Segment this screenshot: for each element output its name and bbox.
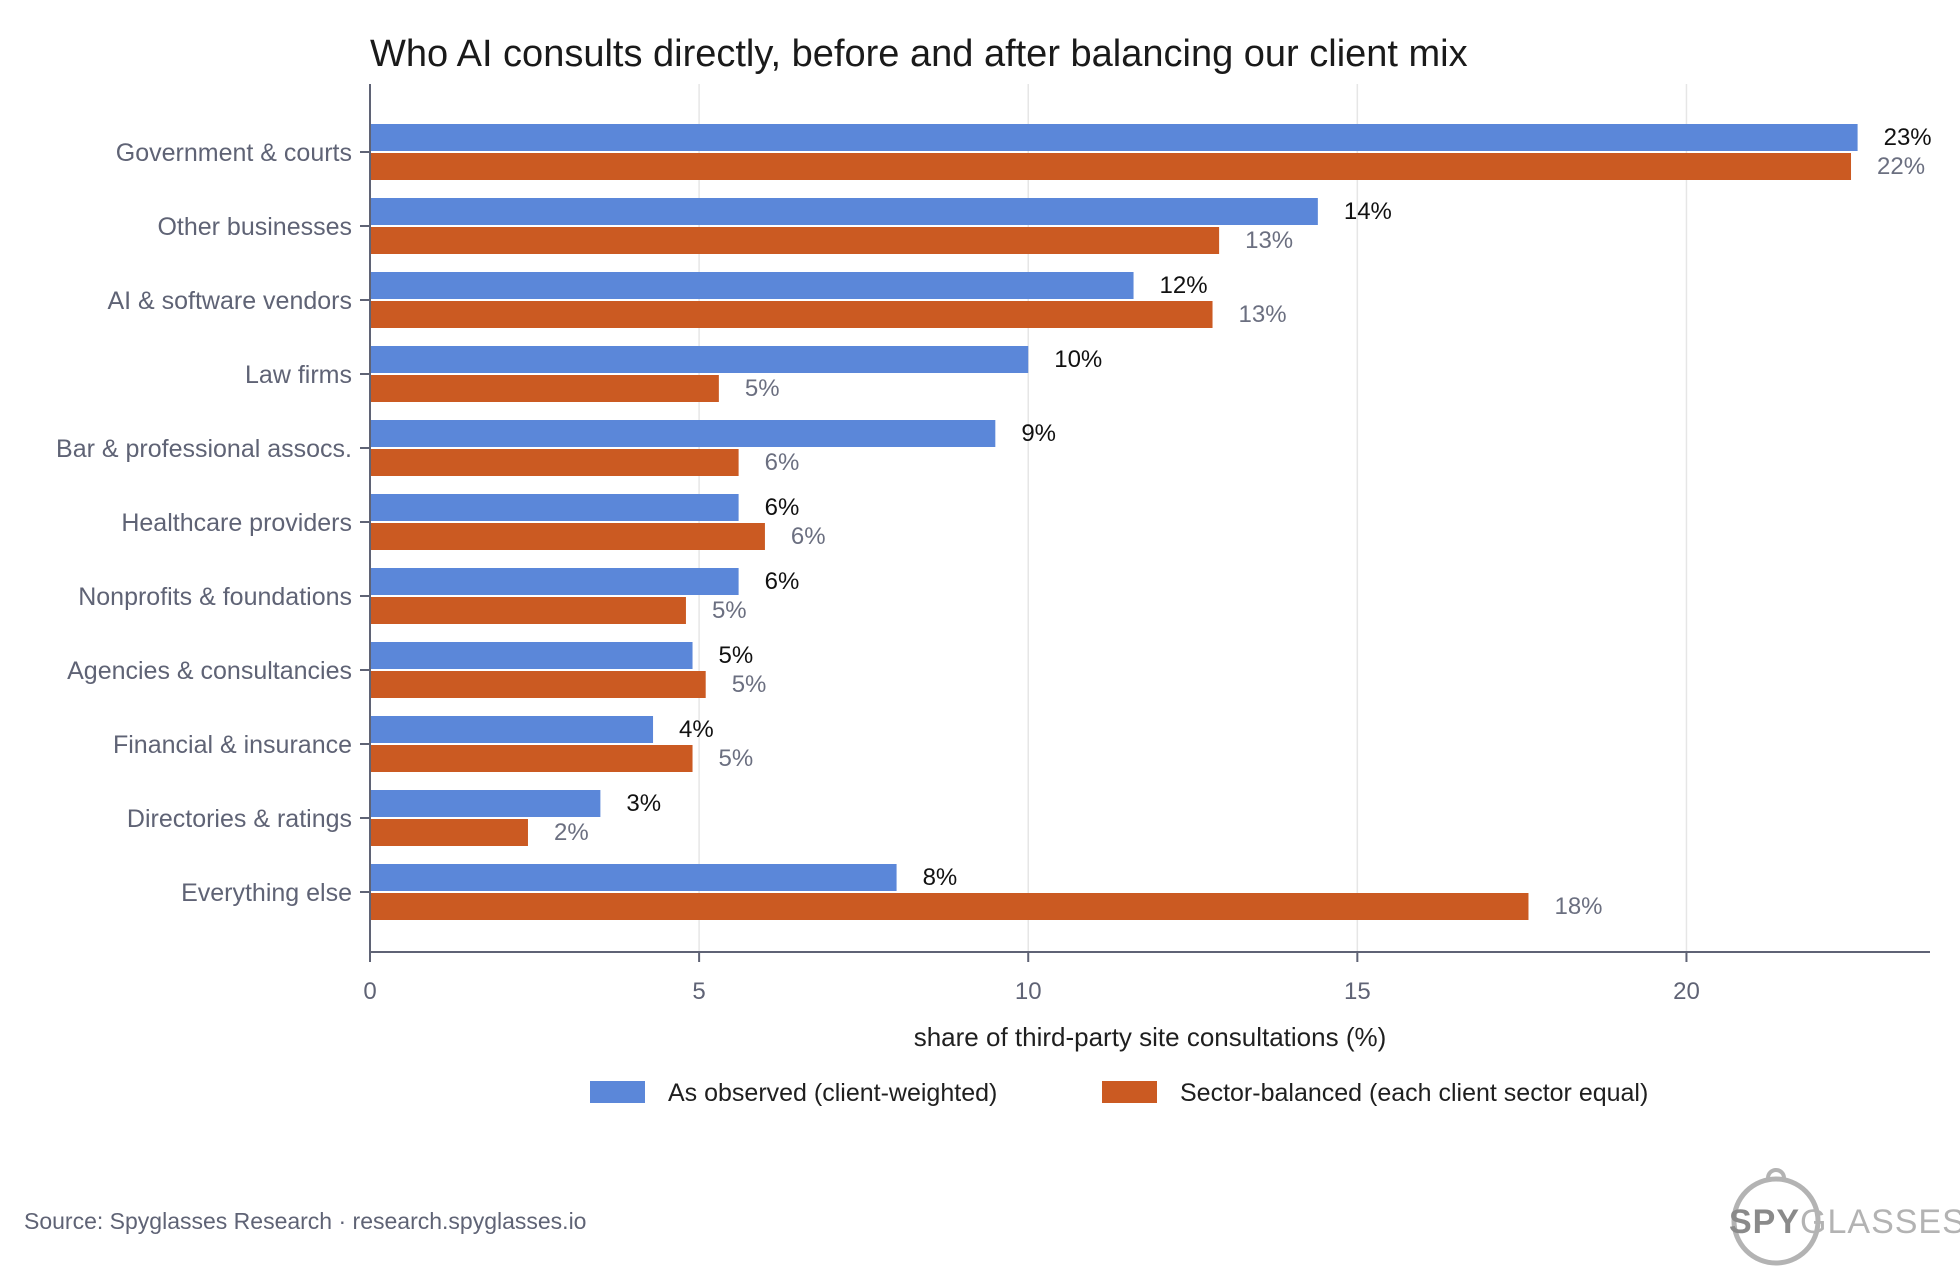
value-label-observed: 10%	[1054, 346, 1102, 373]
bar-balanced	[370, 819, 528, 846]
bar-balanced	[370, 227, 1220, 254]
category-labels: Government & courts Other businesses AI & …	[56, 139, 352, 907]
axes	[360, 84, 1930, 962]
x-tick-label: 20	[1673, 978, 1700, 1005]
category-label: Bar & professional assocs.	[56, 435, 352, 463]
x-axis-label: share of third-party site consultations …	[914, 1022, 1387, 1052]
bar-observed	[370, 346, 1029, 373]
category-label: Healthcare providers	[121, 509, 352, 537]
value-label-balanced: 2%	[554, 819, 589, 846]
value-label-observed: 6%	[765, 494, 800, 521]
value-label-balanced: 5%	[712, 597, 747, 624]
bar-observed	[370, 198, 1318, 225]
value-label-balanced: 5%	[732, 671, 767, 698]
bar-observed	[370, 420, 996, 447]
category-label: Everything else	[181, 879, 352, 907]
value-label-observed: 9%	[1021, 420, 1056, 447]
category-label: AI & software vendors	[107, 287, 352, 315]
category-label: Law firms	[245, 361, 352, 389]
category-label: Other businesses	[157, 213, 352, 241]
bar-balanced	[370, 745, 693, 772]
legend-swatch-balanced	[1102, 1081, 1157, 1103]
logo-arrow-icon	[1766, 1168, 1786, 1179]
value-label-balanced: 22%	[1877, 153, 1925, 180]
category-label: Financial & insurance	[113, 731, 352, 759]
category-label: Government & courts	[116, 139, 352, 167]
x-tick-labels: 0 5 10 15 20	[363, 978, 1699, 1005]
bar-observed	[370, 642, 693, 669]
value-label-balanced: 13%	[1245, 227, 1293, 254]
bar-observed	[370, 568, 739, 595]
value-label-balanced: 5%	[719, 745, 754, 772]
value-label-balanced: 13%	[1239, 301, 1287, 328]
value-label-observed: 14%	[1344, 198, 1392, 225]
value-label-observed: 8%	[923, 864, 958, 891]
chart-title: Who AI consults directly, before and aft…	[370, 33, 1468, 75]
x-tick-label: 5	[692, 978, 705, 1005]
logo-text-bold: SPY	[1729, 1203, 1800, 1241]
value-label-observed: 12%	[1160, 272, 1208, 299]
value-label-balanced: 18%	[1554, 893, 1602, 920]
bar-balanced	[370, 671, 706, 698]
category-label: Agencies & consultancies	[67, 657, 352, 685]
value-label-observed: 6%	[765, 568, 800, 595]
category-label: Nonprofits & foundations	[78, 583, 352, 611]
legend-swatch-observed	[590, 1081, 645, 1103]
value-label-balanced: 5%	[745, 375, 780, 402]
bar-balanced	[370, 153, 1852, 180]
logo-text-light: GLASSES	[1800, 1203, 1960, 1241]
x-tick-label: 15	[1344, 978, 1371, 1005]
bar-balanced	[370, 893, 1529, 920]
bar-balanced	[370, 523, 765, 550]
value-label-balanced: 6%	[791, 523, 826, 550]
x-tick-label: 10	[1015, 978, 1042, 1005]
bar-observed	[370, 272, 1134, 299]
bar-balanced	[370, 301, 1213, 328]
value-labels: 23%22%14%13%12%13%10%5%9%6%6%6%6%5%5%5%4…	[554, 124, 1932, 920]
legend-label-observed: As observed (client-weighted)	[668, 1079, 997, 1107]
legend-label-balanced: Sector-balanced (each client sector equa…	[1180, 1079, 1648, 1107]
logo-ring-icon	[1731, 1176, 1821, 1266]
bar-observed	[370, 494, 739, 521]
bar-observed	[370, 864, 897, 891]
value-label-balanced: 6%	[765, 449, 800, 476]
value-label-observed: 3%	[626, 790, 661, 817]
bar-balanced	[370, 449, 739, 476]
source-note: Source: Spyglasses Research · research.s…	[24, 1208, 586, 1234]
bar-balanced	[370, 375, 719, 402]
value-label-observed: 23%	[1884, 124, 1932, 151]
legend: As observed (client-weighted) Sector-bal…	[590, 1079, 1648, 1107]
category-label: Directories & ratings	[127, 805, 352, 833]
bar-balanced	[370, 597, 686, 624]
value-label-observed: 5%	[719, 642, 754, 669]
logo-text: SPYGLASSES	[1729, 1203, 1960, 1241]
bar-observed	[370, 716, 654, 743]
bar-observed	[370, 124, 1858, 151]
x-tick-label: 0	[363, 978, 376, 1005]
value-label-observed: 4%	[679, 716, 714, 743]
bar-observed	[370, 790, 601, 817]
bars	[370, 124, 1858, 920]
spyglasses-logo: SPYGLASSES	[1729, 1168, 1960, 1266]
